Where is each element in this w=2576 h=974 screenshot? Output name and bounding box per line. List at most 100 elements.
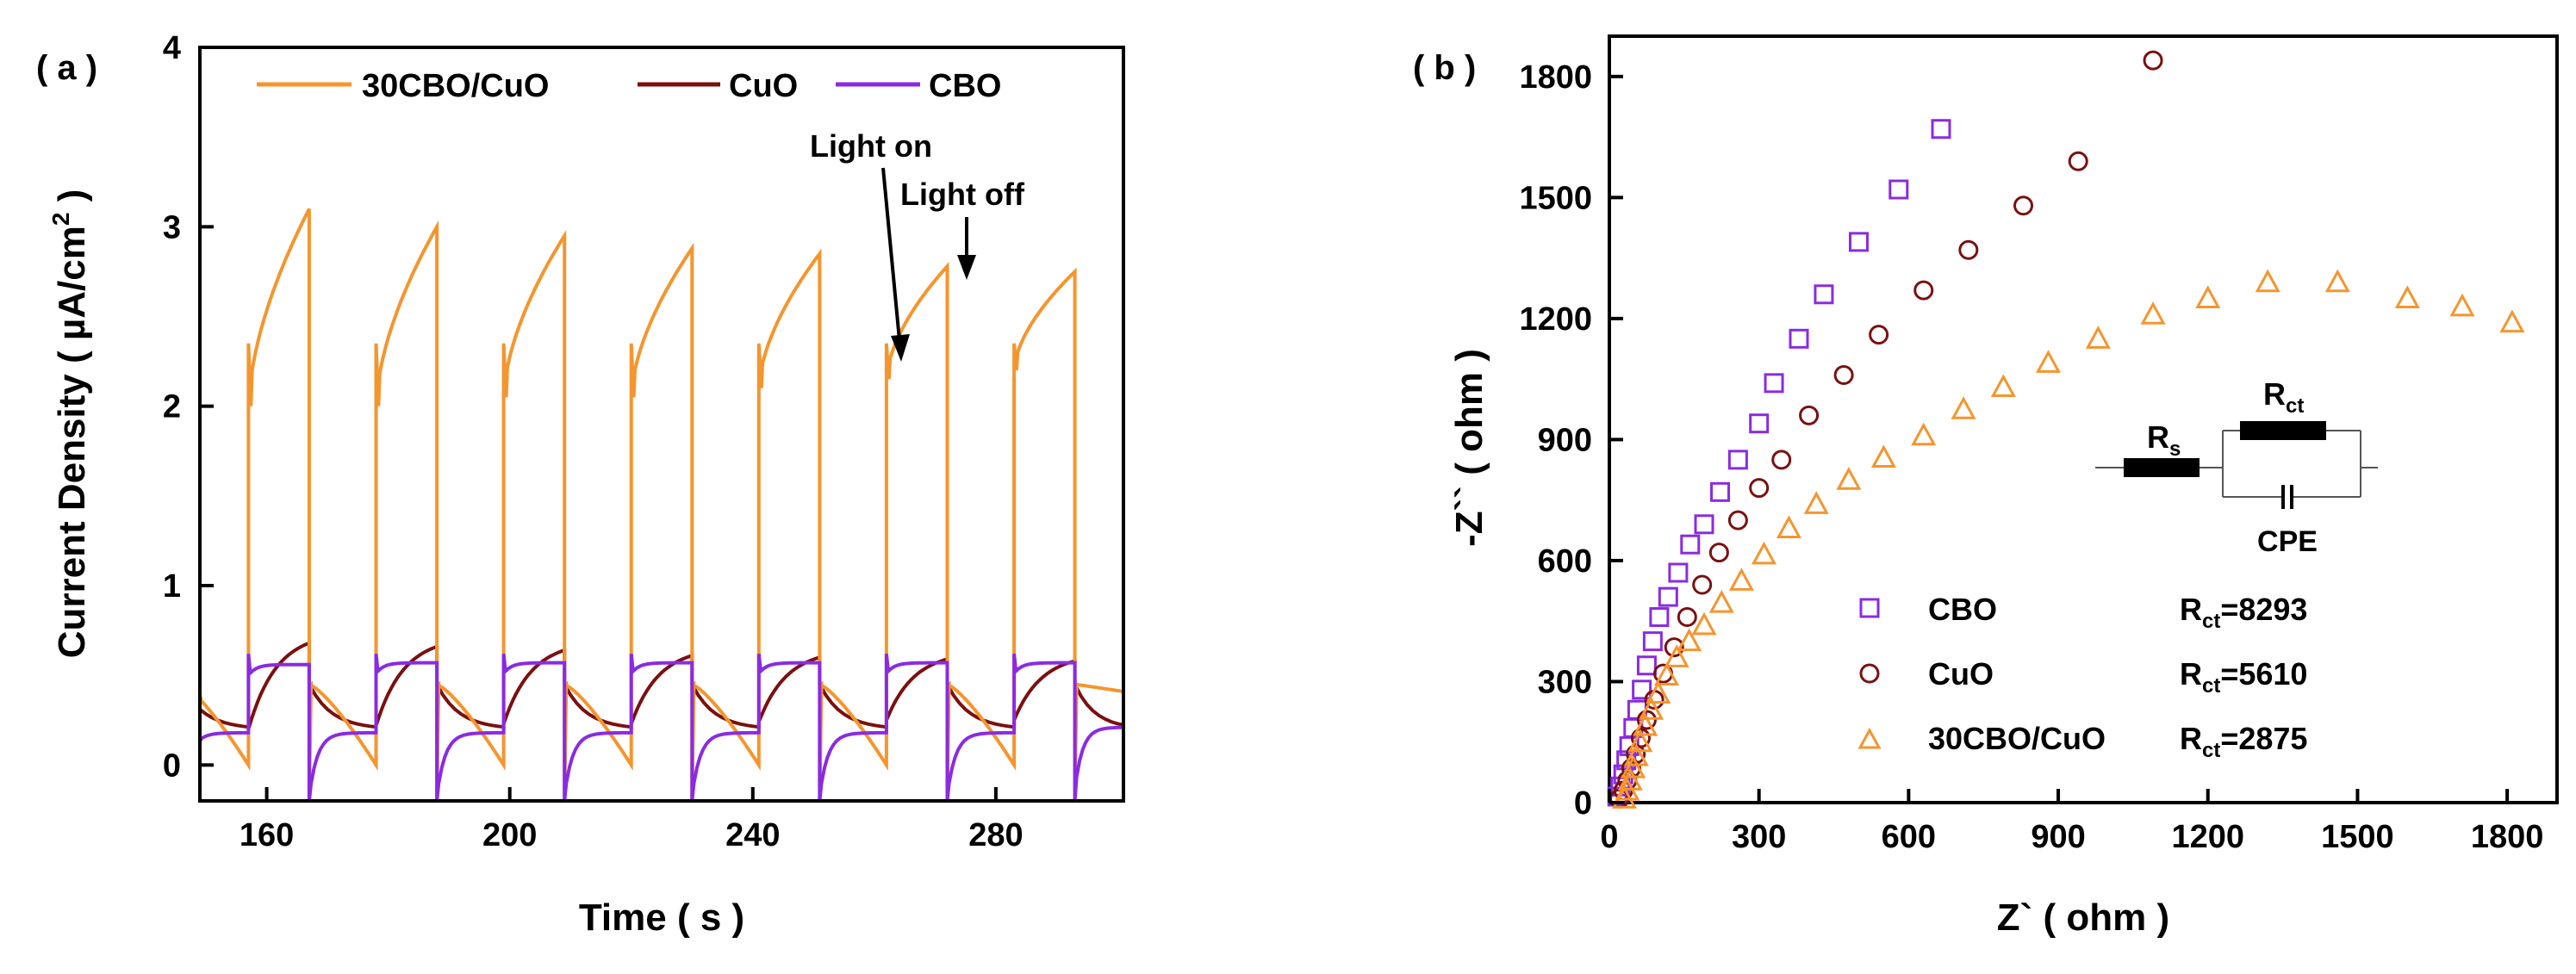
point-30cbo-cuo-4: [1623, 742, 1649, 766]
legend-label-cbo: CBO: [929, 68, 1001, 104]
annotation-light-off: Light off: [900, 177, 1025, 212]
equivalent-circuit: Rs Rct CPE: [2095, 376, 2378, 558]
point-30cbo-cuo-29: [2394, 285, 2420, 308]
a-ytick-label-4: 4: [163, 30, 181, 66]
point-cuo-9: [1664, 637, 1684, 658]
a-ytick-label-2: 2: [163, 389, 181, 425]
rct-cuo-sub: ct: [2202, 674, 2220, 698]
point-30cbo-cuo-30: [2449, 293, 2475, 317]
point-30cbo-cuo-18: [1836, 467, 1862, 490]
point-cuo-18: [1869, 325, 1889, 345]
a-xtick-label-160: 160: [240, 817, 294, 853]
legend-label-cuo: CuO: [729, 68, 798, 104]
a-xtick-label-240: 240: [725, 817, 780, 853]
b-ytick-label-1200: 1200: [1519, 301, 1592, 338]
b-xtick-label-0: 0: [1600, 819, 1618, 855]
legend-b-rct-cbo: Rct=8293: [2180, 592, 2307, 633]
point-cuo-17: [1833, 364, 1854, 385]
point-30cbo-cuo-13: [1708, 589, 1734, 613]
b-xtick-label-900: 900: [2031, 819, 2085, 855]
legend-label-30cbo-cuo: 30CBO/CuO: [362, 68, 549, 104]
point-30cbo-cuo-28: [2324, 269, 2350, 293]
circuit-label-cpe: CPE: [2257, 525, 2318, 558]
rct-cuo-val: =5610: [2220, 656, 2307, 692]
circuit-rs-sub: s: [2169, 437, 2181, 461]
annotation-arrows: [881, 167, 976, 362]
panel-a-y-ticks: 0 1 2 3 4: [163, 30, 214, 784]
point-30cbo-cuo-17: [1803, 491, 1829, 514]
point-cuo-21: [2013, 195, 2034, 216]
panel-a-x-axis-label: Time ( s ): [579, 896, 744, 939]
point-cuo-11: [1692, 574, 1713, 595]
circuit-resistor-rct: [2240, 421, 2326, 440]
legend-b-label-cuo: CuO: [1928, 656, 1994, 692]
panel-b-y-axis-label: -Z`` ( ohm ): [1448, 349, 1490, 547]
panel-a-y-label-sup: 2: [47, 213, 74, 226]
panel-a-label: ( a ): [36, 49, 97, 87]
point-30cbo-cuo-9: [1654, 662, 1680, 686]
point-30cbo-cuo-19: [1870, 444, 1896, 468]
panel-a-plot-frame: [198, 46, 1125, 803]
legend-b-rct-30cbo-cuo: Rct=2875: [2180, 721, 2307, 762]
point-30cbo-cuo-5: [1627, 729, 1653, 753]
point-cuo-20: [1958, 239, 1979, 260]
point-30cbo-cuo-24: [2085, 326, 2111, 349]
b-ytick-label-0: 0: [1574, 785, 1592, 822]
rct-mix-sub: ct: [2202, 739, 2220, 762]
b-ytick-label-1800: 1800: [1519, 59, 1592, 96]
b-xtick-label-300: 300: [1732, 819, 1786, 855]
legend-b-rct-cuo: Rct=5610: [2180, 656, 2307, 698]
panel-b-points-group: [1607, 50, 2525, 809]
point-30cbo-cuo-22: [1990, 374, 2016, 398]
rct-cbo-main: R: [2180, 592, 2202, 627]
rct-cuo-main: R: [2180, 656, 2202, 692]
point-30cbo-cuo-2: [1617, 767, 1643, 791]
a-ytick-label-0: 0: [163, 748, 181, 784]
point-cbo-17: [1749, 413, 1770, 434]
panel-a-y-label-end: ): [51, 189, 93, 213]
a-ytick-label-1: 1: [163, 568, 181, 605]
legend-marker-cuo: [1859, 663, 1880, 684]
panel-a-y-label-main: Current Density ( µA/cm: [51, 226, 93, 658]
arrow-light-on-head: [891, 334, 910, 362]
point-cbo-12: [1668, 562, 1689, 583]
point-cbo-18: [1764, 373, 1784, 394]
point-cuo-6: [1636, 710, 1657, 730]
panel-b-plot-frame: [1608, 34, 2559, 804]
point-cbo-14: [1694, 514, 1714, 535]
panel-a-legend: 30CBO/CuO CuO CBO: [257, 68, 1001, 104]
legend-b-label-30cbo-cuo: 30CBO/CuO: [1928, 721, 2106, 756]
point-30cbo-cuo-8: [1646, 680, 1671, 704]
rct-mix-val: =2875: [2220, 721, 2307, 756]
point-30cbo-cuo-15: [1751, 541, 1777, 565]
series-line-cbo: [198, 653, 1125, 802]
panel-b-x-axis-label: Z` ( ohm ): [1997, 896, 2169, 939]
b-xtick-label-1200: 1200: [2171, 819, 2244, 855]
legend-marker-30cbo-cuo: [1857, 727, 1882, 749]
point-30cbo-cuo-11: [1677, 628, 1702, 652]
point-cuo-5: [1630, 728, 1651, 748]
b-ytick-label-300: 300: [1538, 664, 1592, 700]
point-30cbo-cuo-20: [1911, 422, 1937, 446]
point-cuo-22: [2068, 151, 2088, 171]
b-ytick-label-1500: 1500: [1519, 180, 1592, 216]
b-xtick-label-1500: 1500: [2321, 819, 2394, 855]
point-30cbo-cuo-25: [2140, 301, 2166, 325]
point-cbo-20: [1814, 284, 1834, 305]
circuit-label-rs: Rs: [2147, 419, 2181, 461]
series-line-30cbo-cuo: [198, 208, 1124, 802]
point-30cbo-cuo-21: [1951, 396, 1976, 419]
a-xtick-label-280: 280: [968, 817, 1023, 853]
a-ytick-label-3: 3: [163, 209, 181, 245]
point-30cbo-cuo-23: [2035, 350, 2062, 373]
point-30cbo-cuo-31: [2499, 309, 2525, 333]
rct-mix-main: R: [2180, 721, 2202, 756]
panel-b-y-ticks: 0 300 600 900 1200 1500 1800: [1519, 59, 1623, 822]
panel-a-y-axis-label: Current Density ( µA/cm2 ): [47, 189, 93, 659]
point-30cbo-cuo-10: [1664, 644, 1689, 667]
point-cuo-16: [1799, 405, 1820, 425]
point-cuo-14: [1749, 478, 1770, 499]
legend-b-label-cbo: CBO: [1928, 592, 1997, 627]
point-cuo-12: [1708, 543, 1729, 563]
b-xtick-label-1800: 1800: [2471, 819, 2544, 855]
